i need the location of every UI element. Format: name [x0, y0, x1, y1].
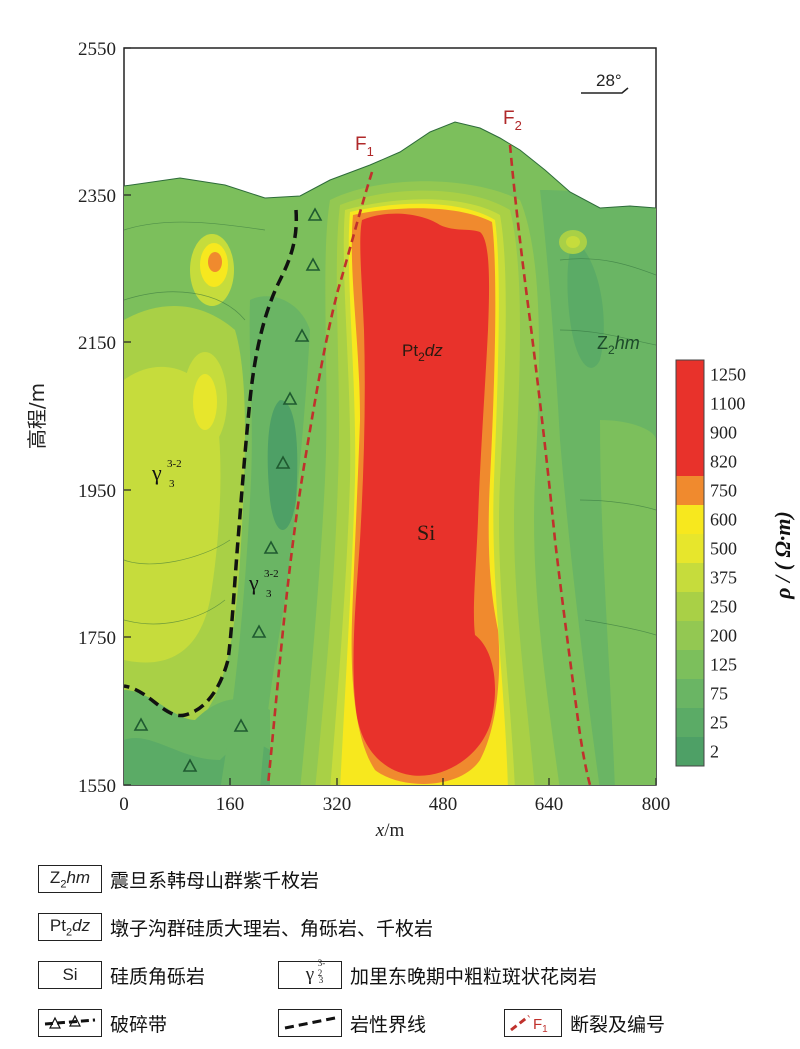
colorbar-swatch — [676, 621, 704, 651]
legend-desc-gamma: 加里东晚期中粗粒斑状花岗岩 — [350, 965, 598, 988]
legend-desc-pt2dz: 墩子沟群硅质大理岩、角砾岩、千枚岩 — [110, 917, 434, 940]
colorbar-swatch — [676, 679, 704, 709]
legend-symbol-breccia — [38, 1009, 102, 1037]
legend: Z2hm 震旦系韩母山群紫千枚岩 Pt2dz 墩子沟群硅质大理岩、角砾岩、千枚岩… — [38, 855, 778, 1045]
svg-text:γ: γ — [248, 570, 259, 595]
x-axis-title: x/m — [375, 820, 405, 841]
svg-text:640: 640 — [535, 794, 564, 815]
colorbar-level-label: 1250 — [710, 365, 746, 385]
legend-desc-fault: 断裂及编号 — [570, 1013, 666, 1036]
svg-text:320: 320 — [323, 794, 352, 815]
boundary-line-icon — [284, 1016, 336, 1030]
legend-item-si: Si 硅质角砾岩 — [38, 961, 205, 989]
label-pt2dz: Pt2dz — [402, 341, 443, 364]
legend-item-breccia: 破碎带 — [38, 1009, 167, 1037]
colorbar-frame — [675, 359, 705, 767]
colorbar-level-label: 200 — [710, 626, 737, 646]
legend-desc-si: 硅质角砾岩 — [110, 965, 206, 988]
legend-symbol-si: Si — [38, 961, 102, 989]
colorbar-level-label: 600 — [710, 510, 737, 530]
y-axis-title: 高程/m — [25, 383, 49, 449]
svg-text:0: 0 — [119, 794, 129, 815]
x-tick-labels: 0 160 320 480 640 800 — [119, 794, 670, 815]
legend-desc-boundary: 岩性界线 — [350, 1013, 427, 1036]
legend-desc-breccia: 破碎带 — [110, 1013, 168, 1036]
legend-item-boundary: 岩性界线 — [278, 1009, 426, 1037]
legend-symbol-pt2dz: Pt2dz — [38, 913, 102, 941]
legend-symbol-z2hm: Z2hm — [38, 865, 102, 893]
svg-text:F1: F1 — [533, 1016, 548, 1034]
fault-f2-trace — [508, 144, 592, 786]
resistivity-section-figure: 28° F1 F2 Pt2dz Si Z2hm γ 3-2 3 γ 3-2 3 … — [25, 39, 795, 841]
colorbar-swatch — [676, 418, 704, 448]
colorbar-swatch — [676, 650, 704, 680]
svg-text:2150: 2150 — [78, 333, 116, 354]
label-z2hm: Z2hm — [597, 333, 640, 357]
svg-text:2350: 2350 — [78, 186, 116, 207]
colorbar-level-label: 250 — [710, 597, 737, 617]
colorbar-level-label: 500 — [710, 539, 737, 559]
legend-item-gamma: γ 3-2 3 加里东晚期中粗粒斑状花岗岩 — [278, 958, 598, 989]
legend-item-pt2dz: Pt2dz 墩子沟群硅质大理岩、角砾岩、千枚岩 — [38, 913, 433, 941]
colorbar-level-label: 750 — [710, 481, 737, 501]
colorbar-swatch — [676, 737, 704, 767]
colorbar-swatch — [676, 476, 704, 506]
breccia-symbol-icon — [44, 1014, 96, 1029]
legend-item-fault: F1 断裂及编号 — [504, 1009, 665, 1037]
zone-red-core — [353, 213, 495, 776]
axis-ticks — [124, 47, 657, 786]
fault-f1-trace — [266, 171, 374, 786]
legend-symbol-boundary — [278, 1009, 342, 1037]
svg-text:1750: 1750 — [78, 628, 116, 649]
colorbar-swatch — [676, 360, 704, 390]
dip-indicator: 28° — [581, 71, 629, 94]
label-gamma-west: γ 3-2 3 — [151, 458, 182, 490]
svg-text:1950: 1950 — [78, 481, 116, 502]
legend-symbol-gamma: γ 3-2 3 — [278, 958, 342, 989]
colorbar-swatch — [676, 592, 704, 622]
colorbar-level-label: 375 — [710, 568, 737, 588]
colorbar: 1250 1100 900 820 750 600 500 375 250 200 125 75 25 2 — [675, 359, 746, 767]
svg-text:28°: 28° — [596, 71, 622, 90]
colorbar-level-label: 25 — [710, 713, 728, 733]
legend-item-z2hm: Z2hm 震旦系韩母山群紫千枚岩 — [38, 865, 319, 893]
colorbar-level-label: 2 — [710, 742, 719, 762]
colorbar-level-label: 75 — [710, 684, 728, 704]
colorbar-swatch — [676, 708, 704, 738]
fault-f2-label: F2 — [503, 108, 522, 133]
svg-text:800: 800 — [642, 794, 671, 815]
label-gamma-central: γ 3-2 3 — [248, 568, 279, 600]
label-si: Si — [417, 520, 435, 545]
svg-text:3-2: 3-2 — [167, 458, 182, 470]
svg-text:2550: 2550 — [78, 39, 116, 60]
colorbar-level-label: 900 — [710, 423, 737, 443]
colorbar-level-label: 1100 — [710, 394, 745, 414]
colorbar-level-label: 820 — [710, 452, 737, 472]
fault-f1-label: F1 — [355, 134, 374, 159]
legend-desc-z2hm: 震旦系韩母山群紫千枚岩 — [110, 869, 320, 892]
colorbar-level-label: 125 — [710, 655, 737, 675]
fault-line-icon: F1 — [510, 1014, 548, 1034]
colorbar-swatch — [676, 505, 704, 535]
svg-text:160: 160 — [216, 794, 245, 815]
terrain-profile — [123, 121, 657, 209]
resistivity-field — [124, 122, 656, 785]
colorbar-swatch — [676, 447, 704, 477]
lithologic-boundary — [123, 209, 299, 718]
svg-text:3: 3 — [169, 478, 175, 490]
colorbar-swatch — [676, 534, 704, 564]
svg-text:γ: γ — [151, 460, 162, 485]
breccia-triangles — [133, 207, 323, 772]
svg-text:3: 3 — [266, 588, 272, 600]
legend-symbol-fault: F1 — [504, 1009, 562, 1037]
y-tick-labels: 2550 2350 2150 1950 1750 1550 — [78, 39, 116, 797]
colorbar-swatch — [676, 389, 704, 419]
svg-text:480: 480 — [429, 794, 458, 815]
colorbar-swatch — [676, 563, 704, 593]
svg-text:1550: 1550 — [78, 776, 116, 797]
colorbar-title: ρ / ( Ω·m) — [770, 511, 795, 600]
svg-text:3-2: 3-2 — [264, 568, 279, 580]
